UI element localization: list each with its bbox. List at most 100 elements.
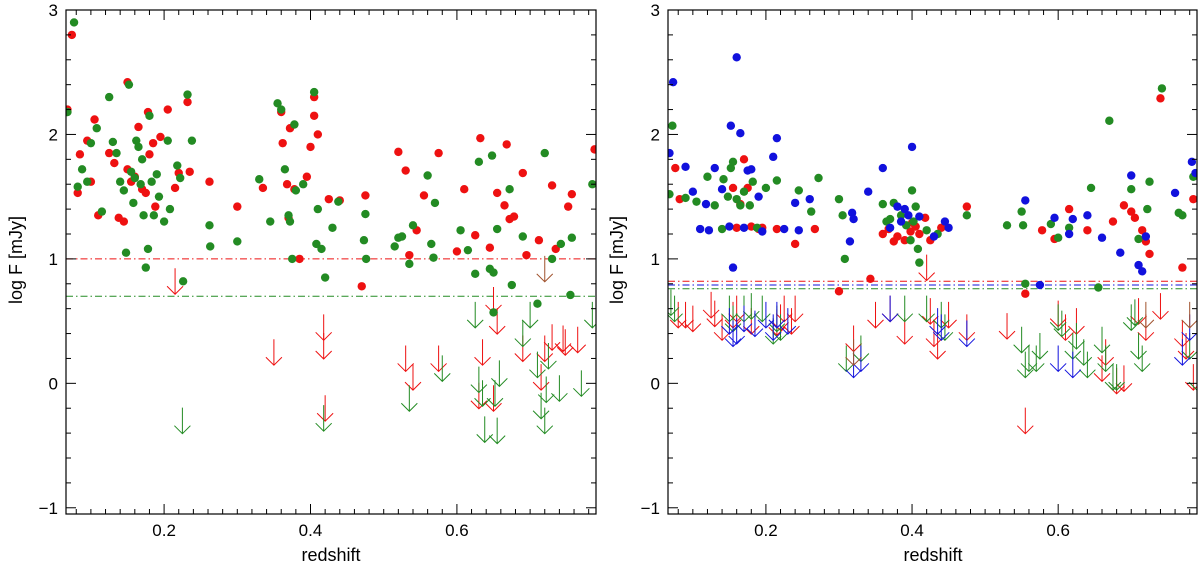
red-upper-limit-arrow: [896, 318, 914, 345]
red-upper-limit-arrow: [867, 301, 884, 329]
green-data-point: [405, 259, 414, 269]
green-data-point: [567, 233, 577, 242]
green-data-point: [273, 99, 282, 108]
green-upper-limit-arrow: [668, 289, 680, 317]
green-data-point: [129, 198, 138, 208]
blue-data-point: [726, 121, 736, 130]
red-data-point: [405, 250, 414, 260]
green-upper-limit-arrow: [1031, 333, 1049, 360]
green-data-point: [474, 157, 484, 167]
green-data-point: [134, 142, 143, 152]
green-data-point: [359, 236, 369, 245]
red-data-point: [401, 166, 410, 175]
blue-upper-limit-arrow: [1049, 345, 1067, 373]
x-tick-label: 0.2: [754, 521, 778, 540]
green-data-point: [717, 224, 727, 234]
blue-upper-limit-arrow: [958, 320, 976, 348]
blue-data-point: [896, 217, 906, 226]
green-data-point: [298, 180, 308, 189]
red-data-point: [278, 138, 287, 148]
blue-data-point: [668, 148, 674, 158]
green-upper-limit-arrow: [540, 342, 557, 370]
blue-data-point: [681, 162, 690, 171]
right-xlabel: redshift: [903, 545, 962, 565]
green-data-point: [285, 217, 295, 226]
green-upper-limit-arrow: [1126, 299, 1144, 327]
green-upper-limit-arrow: [668, 295, 683, 323]
green-upper-limit-arrow: [536, 407, 554, 435]
green-data-point: [489, 308, 498, 317]
blue-data-point: [1097, 233, 1107, 242]
red-data-point: [1021, 289, 1030, 298]
red-data-point: [258, 183, 268, 193]
green-data-point: [1017, 207, 1026, 216]
red-data-point: [1138, 226, 1147, 235]
blue-upper-limit-arrow: [728, 318, 746, 345]
red-upper-limit-arrow: [315, 333, 333, 360]
green-data-point: [505, 185, 514, 194]
red-upper-limit-arrow: [677, 301, 694, 329]
brown-upper-limit-arrow: [1137, 301, 1155, 329]
y-tick-label: 0: [651, 374, 660, 393]
green-data-point: [1021, 279, 1030, 288]
green-data-point: [175, 173, 185, 183]
red-data-point: [509, 212, 519, 221]
red-data-point: [471, 231, 480, 240]
green-data-point: [205, 221, 214, 230]
red-data-point: [810, 224, 820, 234]
green-upper-limit-arrow: [918, 295, 936, 323]
green-data-point: [112, 148, 121, 158]
green-data-point: [732, 194, 741, 204]
blue-upper-limit-arrow: [746, 310, 764, 338]
green-data-point: [165, 204, 175, 214]
green-upper-limit-arrow: [466, 301, 484, 329]
blue-data-point: [849, 214, 858, 224]
blue-upper-limit-arrow: [721, 308, 738, 335]
green-data-point: [317, 244, 326, 254]
red-upper-limit-arrow: [728, 295, 746, 323]
y-tick-label: −1: [641, 499, 660, 518]
red-data-point: [732, 223, 741, 232]
blue-data-point: [1138, 267, 1147, 276]
green-upper-limit-arrow: [1122, 304, 1140, 332]
red-upper-limit-arrow: [921, 298, 939, 325]
blue-data-point: [845, 237, 855, 246]
green-data-point: [334, 197, 343, 206]
green-data-point: [92, 124, 101, 133]
green-upper-limit-arrow: [514, 320, 532, 348]
green-data-point: [719, 175, 728, 184]
red-data-point: [502, 140, 511, 149]
red-upper-limit-arrow: [474, 339, 491, 366]
x-tick-label: 0.6: [1046, 521, 1070, 540]
red-data-point: [790, 239, 800, 249]
green-upper-limit-arrow: [529, 351, 546, 379]
green-data-point: [1127, 185, 1136, 194]
red-data-point: [357, 282, 366, 291]
green-data-point: [507, 280, 517, 290]
red-upper-limit-arrow: [166, 268, 184, 295]
green-data-point: [139, 211, 148, 220]
red-data-point: [134, 122, 143, 132]
green-data-point: [540, 148, 549, 158]
y-tick-label: 3: [49, 1, 58, 20]
red-data-point: [900, 236, 909, 245]
red-data-point: [434, 148, 443, 158]
red-data-point: [878, 229, 888, 239]
blue-data-point: [1064, 229, 1074, 239]
green-data-point: [430, 198, 440, 208]
green-upper-limit-arrow: [1093, 326, 1111, 354]
x-tick-label: 0.2: [152, 521, 176, 540]
blue-data-point: [739, 223, 749, 232]
blue-upper-limit-arrow: [1064, 351, 1082, 379]
green-data-point: [922, 226, 931, 235]
green-data-point: [291, 186, 301, 195]
green-data-point: [533, 299, 542, 308]
brown-upper-limit-arrow: [1181, 301, 1197, 329]
green-data-point: [77, 165, 87, 174]
red-data-point: [119, 217, 129, 226]
left-panel: redshift log F [mJy] 0.2 0.4 0.6 −1 0 1 2 3: [6, 1, 597, 565]
green-upper-limit-arrow: [476, 416, 494, 444]
green-data-point: [911, 202, 920, 211]
green-data-point: [320, 273, 330, 282]
